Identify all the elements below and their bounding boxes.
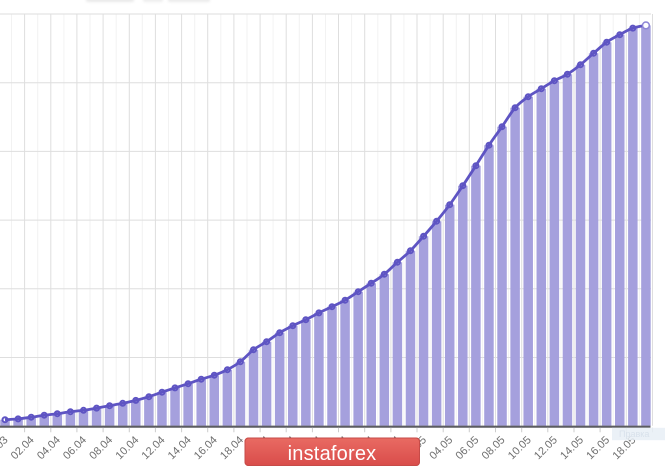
svg-text:instaforex: instaforex <box>288 443 377 465</box>
svg-text:Правка: Правка <box>619 429 649 439</box>
